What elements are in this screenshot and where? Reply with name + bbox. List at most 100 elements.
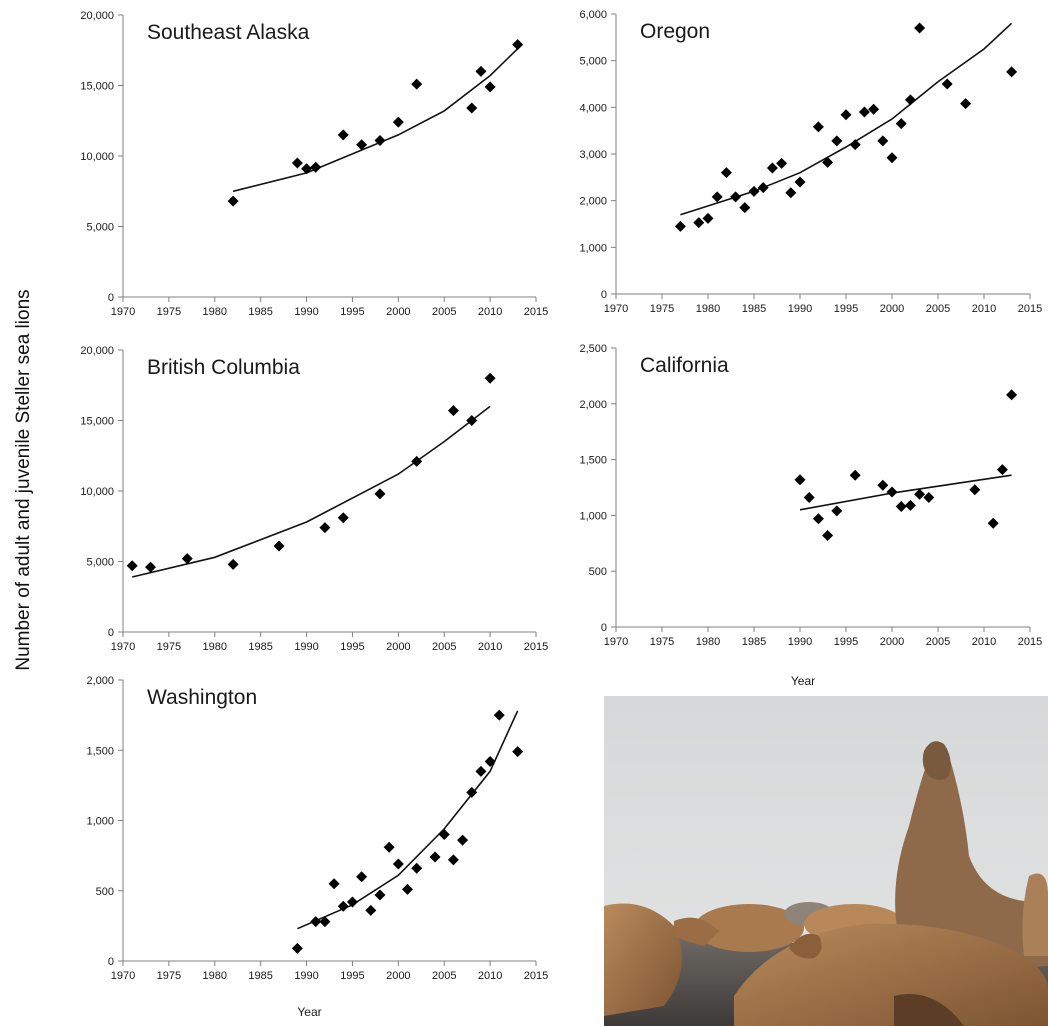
sea-lion-photo <box>604 696 1048 1026</box>
data-point <box>319 522 331 534</box>
data-point <box>374 889 386 901</box>
y-tick-label: 10,000 <box>80 151 114 163</box>
data-point <box>831 135 843 147</box>
data-point <box>145 561 157 573</box>
data-point <box>895 118 907 130</box>
data-point <box>411 862 423 874</box>
data-point <box>794 474 806 486</box>
data-point <box>812 121 824 133</box>
x-tick-label: 2000 <box>386 970 410 982</box>
y-tick-label: 500 <box>96 886 114 898</box>
data-point <box>822 529 834 541</box>
data-point <box>346 896 358 908</box>
y-tick-label: 4,000 <box>579 102 607 114</box>
x-tick-label: 2000 <box>880 303 904 315</box>
data-point <box>392 116 404 128</box>
x-tick-label: 1995 <box>340 970 364 982</box>
x-tick-label: 2015 <box>524 970 548 982</box>
data-point <box>941 78 953 90</box>
data-point <box>757 182 769 194</box>
y-tick-label: 10,000 <box>80 486 114 498</box>
data-point <box>739 202 751 214</box>
x-tick-label: 1970 <box>111 641 135 653</box>
data-point <box>374 134 386 146</box>
data-point <box>126 560 138 572</box>
chart-title: British Columbia <box>147 356 300 379</box>
y-tick-label: 5,000 <box>579 56 607 68</box>
data-point <box>374 488 386 500</box>
data-point <box>475 765 487 777</box>
data-point <box>227 558 239 570</box>
data-point <box>337 900 349 912</box>
y-tick-label: 1,500 <box>86 745 114 757</box>
x-axis-label: Year <box>297 1005 321 1019</box>
x-tick-label: 2005 <box>926 303 950 315</box>
data-point <box>849 139 861 151</box>
x-tick-label: 2000 <box>880 636 904 648</box>
data-point <box>895 500 907 512</box>
y-tick-label: 0 <box>601 289 607 301</box>
data-point <box>383 841 395 853</box>
y-tick-label: 0 <box>108 292 114 304</box>
data-point <box>812 513 824 525</box>
data-point <box>822 156 834 168</box>
y-tick-label: 20,000 <box>80 345 114 357</box>
y-tick-label: 2,500 <box>579 343 607 355</box>
data-point <box>711 191 723 203</box>
trend-line <box>132 405 491 578</box>
y-tick-label: 3,000 <box>579 149 607 161</box>
data-point <box>674 220 686 232</box>
data-point <box>356 871 368 883</box>
data-point <box>923 492 935 504</box>
y-tick-label: 1,000 <box>579 510 607 522</box>
data-point <box>438 829 450 841</box>
data-point <box>877 479 889 491</box>
y-tick-label: 5,000 <box>86 222 114 234</box>
y-tick-label: 5,000 <box>86 557 114 569</box>
x-tick-label: 2010 <box>972 303 996 315</box>
data-point <box>702 212 714 224</box>
x-tick-label: 2010 <box>478 306 502 318</box>
data-point <box>402 883 414 895</box>
x-tick-label: 1990 <box>294 641 318 653</box>
data-point <box>484 372 496 384</box>
data-point <box>987 517 999 529</box>
data-point <box>996 464 1008 476</box>
y-tick-label: 2,000 <box>579 399 607 411</box>
data-point <box>904 499 916 511</box>
y-tick-label: 20,000 <box>80 10 114 22</box>
chart-panel: 0 5,000 10,000 15,000 20,000 1970 1975 1980 1985… <box>80 345 548 653</box>
data-point <box>392 858 404 870</box>
x-tick-label: 1995 <box>340 641 364 653</box>
data-point <box>849 469 861 481</box>
data-point <box>181 553 193 565</box>
data-point <box>429 851 441 863</box>
x-tick-label: 1985 <box>742 303 766 315</box>
chart-panel: 0 500 1,000 1,500 2,000 1970 1975 1980 1985 1990 1… <box>86 675 548 1019</box>
data-point <box>301 163 313 175</box>
chart-title: Southeast Alaska <box>147 21 310 44</box>
data-point <box>337 512 349 524</box>
x-tick-label: 2005 <box>926 636 950 648</box>
data-point <box>858 106 870 118</box>
chart-title: Washington <box>147 686 257 709</box>
x-tick-label: 2000 <box>386 641 410 653</box>
data-point <box>886 152 898 164</box>
chart-title: Oregon <box>640 20 710 43</box>
data-point <box>484 81 496 93</box>
data-point <box>356 139 368 151</box>
data-point <box>886 486 898 498</box>
y-axis-label-text: Number of adult and juvenile Steller sea… <box>13 289 34 670</box>
data-point <box>227 195 239 207</box>
x-tick-label: 2005 <box>432 641 456 653</box>
data-point <box>457 834 469 846</box>
data-point <box>365 904 377 916</box>
y-tick-label: 15,000 <box>80 416 114 428</box>
x-tick-label: 1980 <box>203 970 227 982</box>
data-point <box>693 217 705 229</box>
chart-title: California <box>640 354 729 377</box>
data-point <box>904 94 916 106</box>
trend-line <box>297 710 519 930</box>
data-point <box>310 161 322 173</box>
